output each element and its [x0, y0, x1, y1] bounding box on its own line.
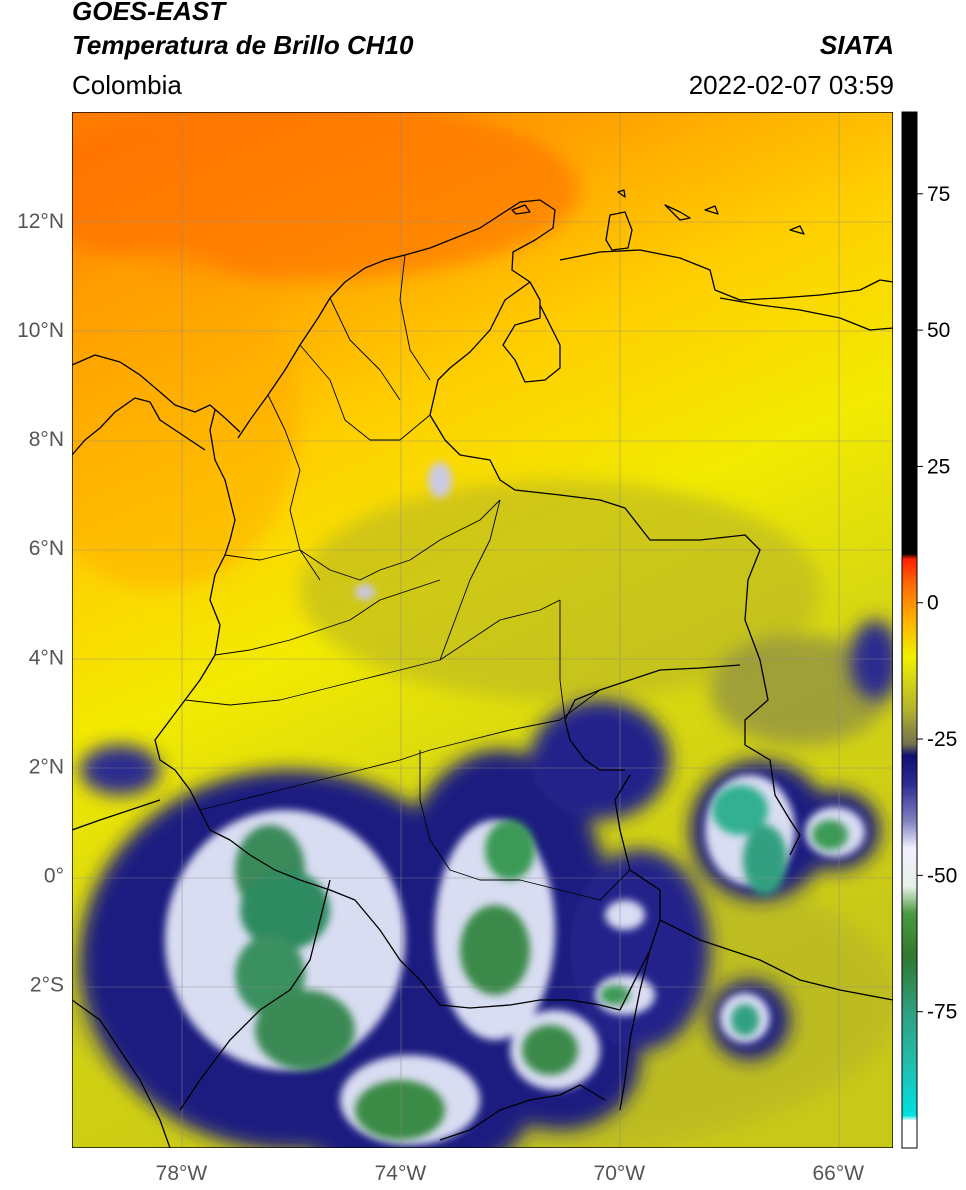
longitude-ticks: 78°W 74°W 70°W 66°W — [156, 1162, 865, 1185]
ecuador-coast — [72, 799, 331, 1148]
lat-tick-label: 2°N — [29, 755, 64, 778]
colorbar-tick-label: -25 — [927, 728, 957, 751]
lat-tick-label: 6°N — [29, 537, 64, 560]
lon-tick-label: 74°W — [375, 1162, 427, 1185]
lat-tick-label: 12°N — [17, 210, 64, 233]
satellite-title: GOES-EAST — [72, 0, 226, 26]
product-title: Temperatura de Brillo CH10 — [72, 30, 414, 60]
timestamp-label: 2022-02-07 03:59 — [688, 70, 894, 100]
coastlines-and-borders — [72, 189, 893, 1148]
lat-tick-label: 8°N — [29, 428, 64, 451]
lat-tick-label: 10°N — [17, 319, 64, 342]
colorbar-ticks: 75 50 25 0 -25 -50 -75 — [917, 183, 957, 1024]
colorbar-bar — [901, 111, 918, 1149]
colorbar-tick-label: 75 — [927, 183, 950, 206]
graticule — [72, 112, 893, 1148]
lat-tick-label: 2°S — [30, 973, 64, 996]
lat-tick-label: 0° — [44, 864, 64, 887]
lat-tick-label: 4°N — [29, 646, 64, 669]
satellite-image — [72, 112, 893, 1148]
colorbar-tick-label: 25 — [927, 455, 950, 478]
panama-coast — [72, 354, 241, 456]
brazil-border — [619, 919, 893, 1011]
colorbar-tick-label: 0 — [927, 592, 939, 615]
venezuela-coast — [559, 249, 893, 331]
colorbar-tick-label: -75 — [927, 1001, 957, 1024]
agency-label: SIATA — [819, 30, 894, 60]
colorbar-tick-label: -50 — [927, 864, 957, 887]
lon-tick-label: 70°W — [594, 1162, 646, 1185]
lon-tick-label: 66°W — [812, 1162, 864, 1185]
region-label: Colombia — [72, 70, 182, 100]
colorbar-tick-label: 50 — [927, 319, 950, 342]
lon-tick-label: 78°W — [156, 1162, 208, 1185]
latitude-ticks: 12°N 10°N 8°N 6°N 4°N 2°N 0° 2°S — [17, 210, 64, 996]
colorbar: 75 50 25 0 -25 -50 -75 — [901, 111, 957, 1149]
department-lines — [184, 254, 631, 901]
